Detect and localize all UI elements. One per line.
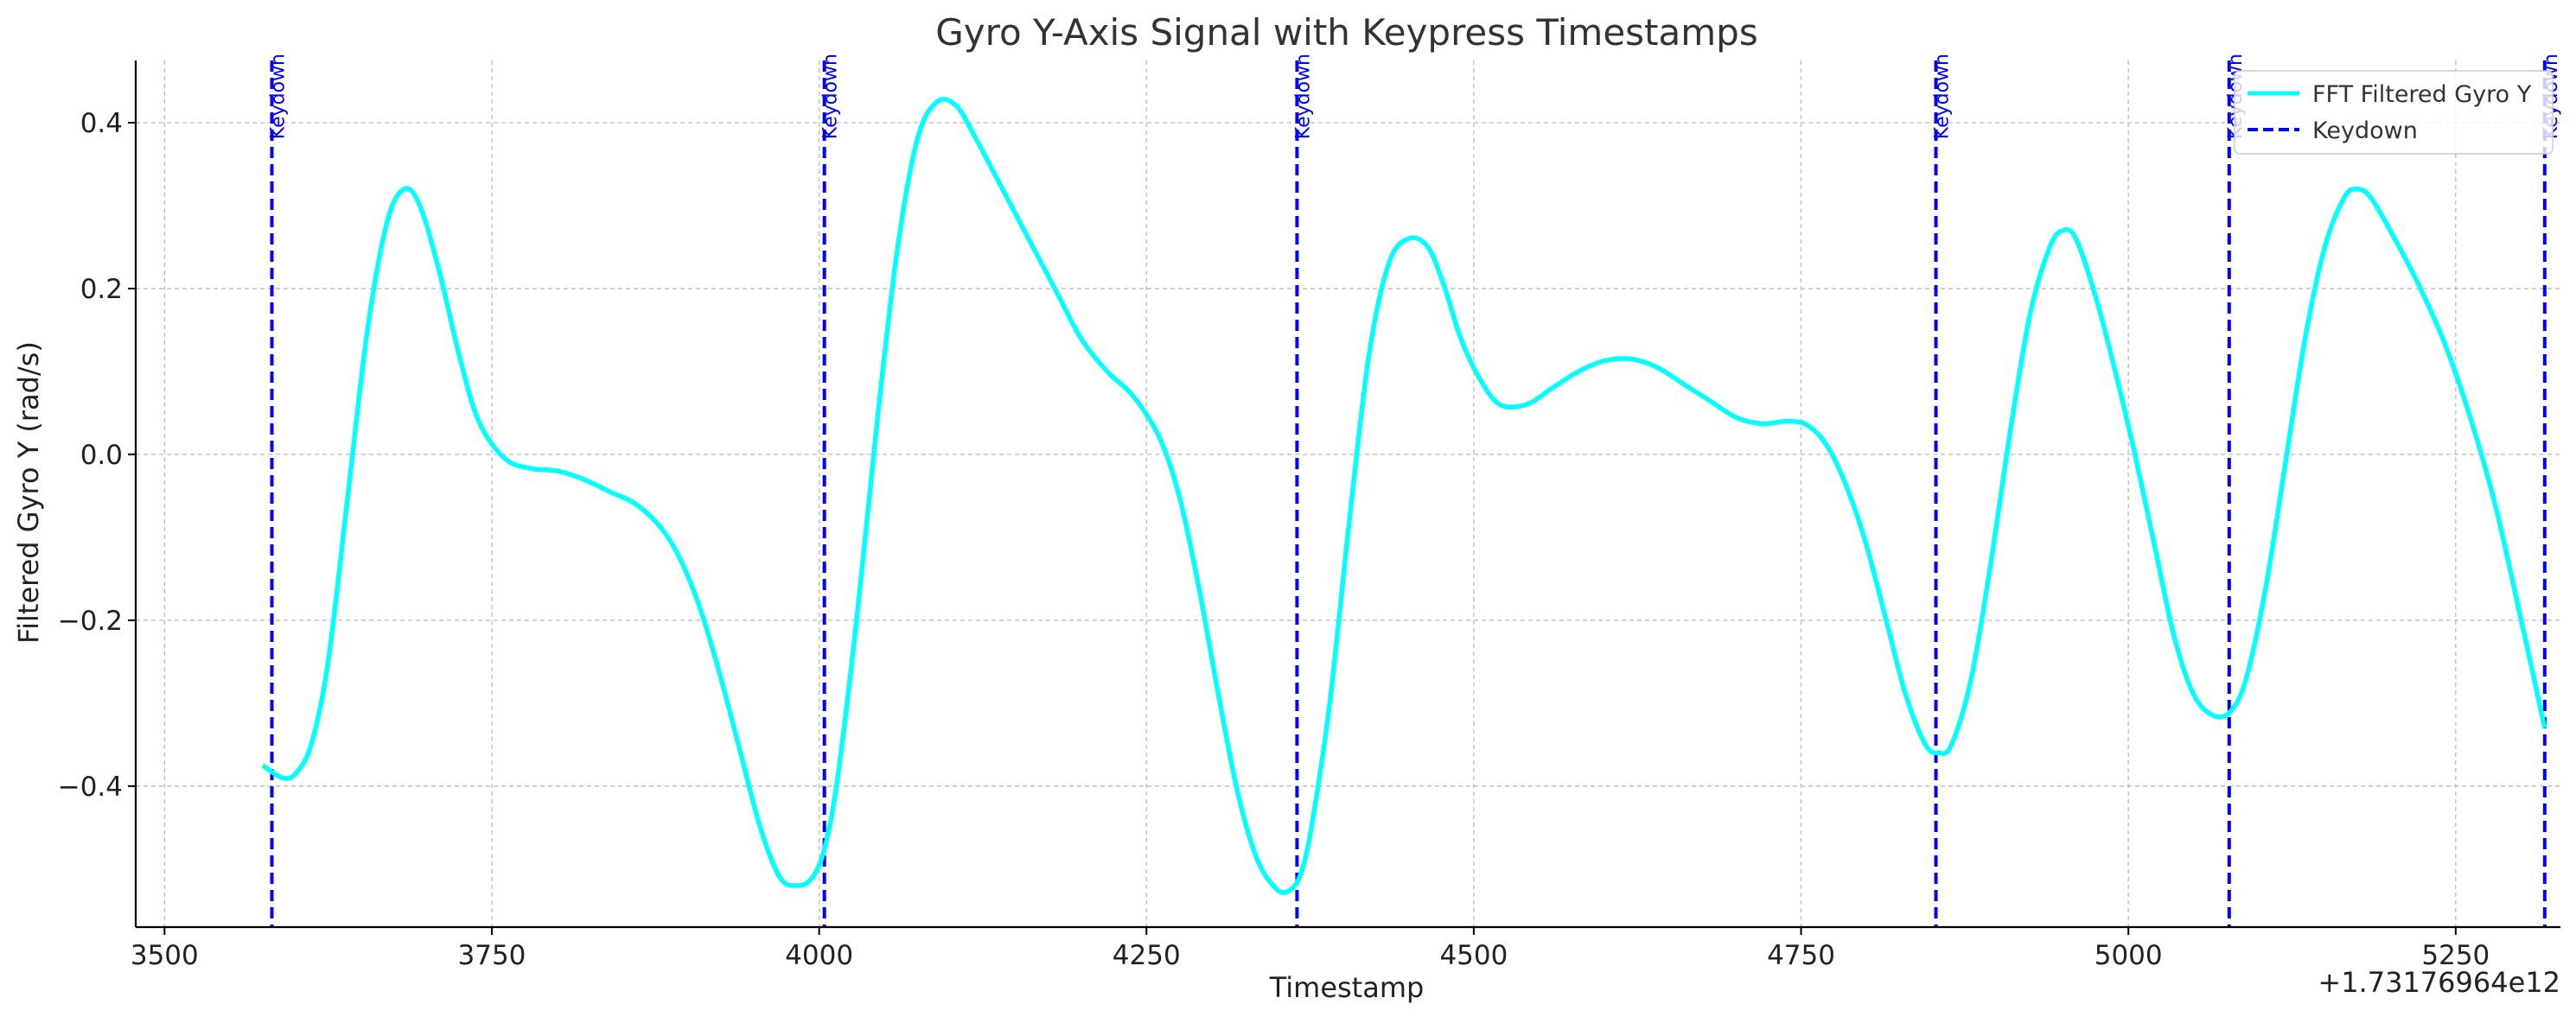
series-layer (261, 97, 2547, 895)
chart-title: Gyro Y-Axis Signal with Keypress Timesta… (935, 11, 1757, 54)
x-tick-label: 4750 (1767, 940, 1835, 971)
y-tick-label: −0.2 (58, 606, 123, 637)
y-ticks: −0.4 −0.2 0.0 0.2 0.4 (58, 108, 136, 803)
y-tick-label: 0.0 (80, 440, 123, 471)
x-tick-label: 5000 (2095, 940, 2163, 971)
y-tick-label: −0.4 (58, 772, 123, 803)
y-tick-label: 0.4 (80, 108, 123, 139)
y-tick-label: 0.2 (80, 274, 123, 305)
legend: FFT Filtered Gyro Y Keydown (2234, 70, 2554, 155)
keydown-label: Keydown (820, 54, 842, 139)
legend-label-keydown: Keydown (2312, 118, 2418, 144)
keydown-label: Keydown (268, 54, 290, 139)
x-tick-label: 4500 (1439, 940, 1508, 971)
x-tick-label: 3500 (131, 940, 199, 971)
x-tick-label: 4250 (1113, 940, 1181, 971)
x-tick-label: 3750 (458, 940, 526, 971)
keydown-label: Keydown (1932, 54, 1954, 139)
x-ticks: 3500 3750 4000 4250 4500 4750 5000 5250 (131, 927, 2490, 971)
legend-label-series: FFT Filtered Gyro Y (2312, 81, 2532, 108)
keydown-markers: KeydownKeydownKeydownKeydownKeydownKeydo… (268, 54, 2562, 927)
x-offset-label: +1.73176964e12 (2318, 966, 2560, 999)
x-axis-label: Timestamp (1269, 971, 1425, 1004)
keydown-label: Keydown (1292, 54, 1314, 139)
x-tick-label: 4000 (785, 940, 853, 971)
series-line-fft-filtered-gyro-y (261, 97, 2547, 895)
legend-box (2234, 70, 2554, 155)
y-axis-label: Filtered Gyro Y (rad/s) (12, 341, 45, 644)
x-tick-label: 5250 (2421, 940, 2490, 971)
